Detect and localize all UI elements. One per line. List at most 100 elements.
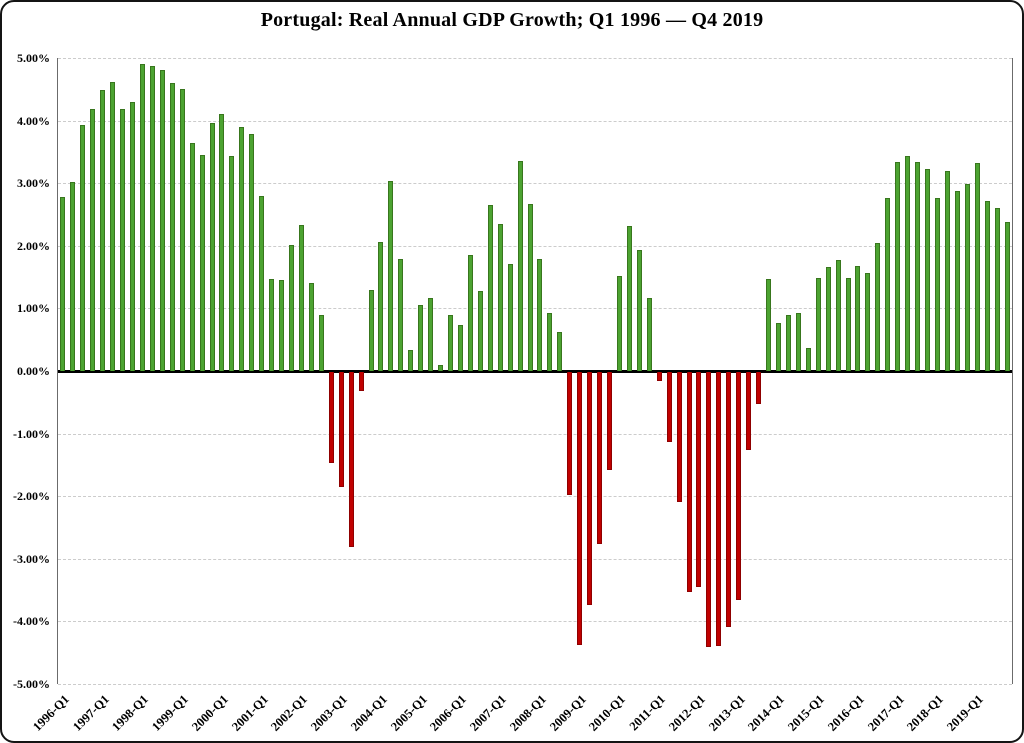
x-tick-label: 1998-Q1	[109, 692, 152, 734]
bar	[100, 89, 106, 371]
bar	[467, 255, 473, 371]
gridline	[58, 433, 1012, 435]
x-tick-label: 1997-Q1	[69, 692, 112, 734]
bar	[646, 297, 652, 371]
bar	[90, 108, 96, 371]
gridline	[58, 120, 1012, 122]
gridline	[58, 496, 1012, 498]
x-tick-label: 2019-Q1	[944, 692, 987, 734]
bar	[736, 372, 742, 600]
bar	[607, 372, 613, 470]
x-tick-label: 1996-Q1	[30, 692, 72, 734]
bar	[845, 278, 851, 371]
bar	[766, 278, 772, 371]
bar	[865, 272, 871, 371]
bar	[149, 65, 155, 371]
bar	[408, 350, 414, 371]
zero-axis-line	[58, 370, 1012, 373]
y-tick-label: 5.00%	[17, 51, 50, 65]
bar	[527, 204, 533, 371]
bar	[825, 267, 831, 371]
bar	[269, 278, 275, 371]
bar	[915, 161, 921, 371]
bar	[199, 155, 205, 371]
bar	[289, 244, 295, 371]
bar	[318, 314, 324, 371]
gridline	[58, 621, 1012, 623]
bar	[974, 163, 980, 371]
bar	[1004, 222, 1010, 371]
bar	[388, 181, 394, 371]
bar	[477, 290, 483, 371]
x-tick-label: 2016-Q1	[825, 692, 867, 734]
x-tick-label: 2004-Q1	[348, 692, 390, 734]
y-tick-label: 3.00%	[17, 176, 50, 191]
bar	[298, 225, 304, 371]
x-tick-label: 2007-Q1	[467, 692, 510, 734]
bar	[338, 372, 344, 488]
bar	[855, 265, 861, 371]
bar	[954, 191, 960, 371]
bar	[696, 372, 702, 587]
x-tick-label: 2009-Q1	[546, 692, 589, 734]
bar	[169, 83, 175, 371]
x-tick-label: 2018-Q1	[904, 692, 947, 734]
bar	[756, 372, 762, 404]
bar	[448, 314, 454, 371]
bar	[557, 332, 563, 371]
bar	[626, 225, 632, 371]
y-tick-label: 2.00%	[17, 238, 50, 253]
bar	[209, 123, 215, 371]
bar	[746, 372, 752, 450]
x-tick-label: 2001-Q1	[228, 692, 271, 734]
bar	[597, 372, 603, 544]
bar	[308, 282, 314, 371]
bar	[716, 372, 722, 646]
bar	[189, 143, 195, 371]
bar	[378, 242, 384, 371]
gridline	[58, 558, 1012, 560]
x-tick-label: 1999-Q1	[149, 692, 192, 734]
x-tick-label: 2013-Q1	[705, 692, 748, 734]
bar	[507, 263, 513, 371]
gridline	[58, 245, 1012, 247]
bar	[438, 365, 444, 371]
bar	[398, 258, 404, 371]
bar	[547, 313, 553, 371]
bar	[70, 181, 76, 371]
bar	[60, 196, 66, 371]
bar	[229, 155, 235, 371]
gridline	[58, 308, 1012, 310]
bar	[577, 372, 583, 645]
plot-area	[57, 58, 1013, 685]
bar	[110, 81, 116, 371]
bar	[120, 108, 126, 371]
bar	[666, 372, 672, 443]
bar	[686, 372, 692, 592]
bar	[428, 298, 434, 371]
x-tick-label: 2017-Q1	[864, 692, 907, 734]
bar	[179, 88, 185, 371]
bar	[219, 114, 225, 371]
bar	[130, 101, 136, 371]
bar	[815, 278, 821, 371]
bar	[676, 372, 682, 502]
y-tick-label: -5.00%	[13, 677, 50, 691]
bar	[775, 322, 781, 371]
x-tick-label: 2012-Q1	[666, 692, 708, 734]
y-tick-label: 4.00%	[17, 113, 50, 128]
bar	[785, 315, 791, 371]
bar	[984, 200, 990, 371]
bar	[656, 372, 662, 381]
bar	[259, 196, 265, 371]
bar	[80, 124, 86, 371]
x-tick-label: 2002-Q1	[268, 692, 311, 734]
bar	[944, 171, 950, 371]
x-tick-label: 2003-Q1	[308, 692, 351, 734]
bar	[726, 372, 732, 627]
bar	[368, 290, 374, 371]
bar	[159, 69, 165, 371]
bar	[279, 280, 285, 371]
y-tick-label: 0.00%	[17, 364, 50, 378]
bar	[934, 198, 940, 371]
